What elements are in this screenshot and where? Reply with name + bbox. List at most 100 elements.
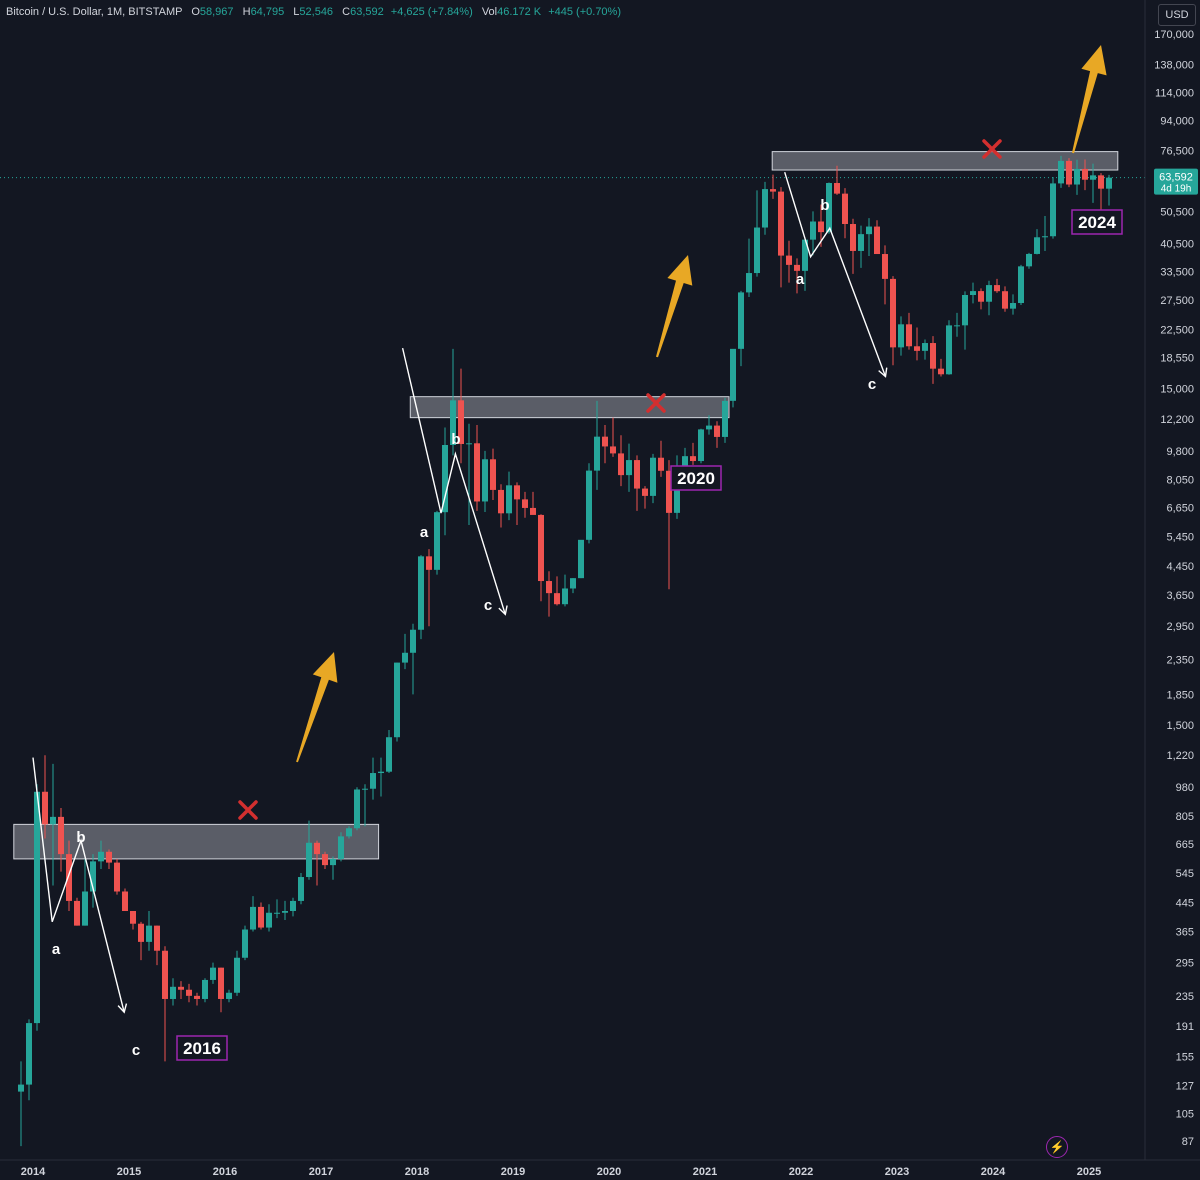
candle	[354, 787, 360, 831]
candle	[906, 312, 912, 350]
candle	[314, 840, 320, 886]
close-value: 63,592	[350, 6, 384, 18]
candle-body	[442, 445, 448, 513]
candle	[322, 851, 328, 869]
candle	[1090, 163, 1096, 203]
candle	[82, 858, 88, 926]
price-tick-label: 138,000	[1154, 59, 1194, 71]
candle-body	[242, 929, 248, 958]
time-tick-label: 2025	[1077, 1166, 1101, 1178]
candle-body	[42, 791, 48, 825]
candle	[466, 423, 472, 525]
price-tick-label: 4,450	[1166, 561, 1194, 573]
candle	[954, 312, 960, 337]
candle	[698, 428, 704, 464]
candles	[18, 155, 1112, 1147]
price-tick-label: 127	[1176, 1081, 1194, 1093]
candle	[546, 571, 552, 617]
candle-body	[570, 578, 576, 589]
candle-body	[26, 1023, 32, 1085]
candle-body	[354, 789, 360, 829]
price-tick-label: 295	[1176, 958, 1194, 970]
candle	[722, 397, 728, 443]
candle	[274, 899, 280, 919]
currency-button[interactable]: USD	[1158, 4, 1196, 26]
lightning-icon[interactable]: ⚡	[1046, 1136, 1068, 1158]
candle	[402, 633, 408, 670]
close-label: C	[342, 6, 351, 18]
candle-body	[282, 911, 288, 913]
abc-wave-line	[401, 347, 506, 615]
abc-wave-line	[784, 171, 887, 377]
candle-body	[858, 234, 864, 251]
candle	[978, 288, 984, 310]
time-tick-label: 2016	[213, 1166, 237, 1178]
candle	[386, 729, 392, 774]
candle-body	[906, 324, 912, 347]
candle	[146, 911, 152, 951]
candle	[1010, 294, 1016, 315]
candle-body	[826, 183, 832, 233]
cycle-year-label: 2020	[670, 465, 722, 491]
price-axis[interactable]: 170,000 138,000 114,000 94,000 76,500 50,500 4…	[1154, 29, 1194, 1148]
candle	[26, 1019, 32, 1101]
candle	[810, 211, 816, 256]
candle	[826, 182, 832, 234]
price-tick-label: 12,200	[1160, 414, 1194, 426]
candle-body	[674, 469, 680, 513]
time-tick-label: 2024	[981, 1166, 1006, 1178]
candle-body	[426, 556, 432, 570]
candle	[634, 455, 640, 511]
candle-body	[946, 325, 952, 375]
candle	[186, 983, 192, 1003]
rejection-cross-icon	[238, 800, 258, 820]
candle-body	[138, 923, 144, 942]
candle	[330, 856, 336, 880]
candle-body	[346, 828, 352, 837]
resistance-zone[interactable]	[409, 396, 730, 419]
candle	[946, 320, 952, 375]
candle-body	[474, 443, 480, 502]
candle-body	[522, 499, 528, 508]
candle-body	[162, 950, 168, 999]
candle-body	[514, 485, 520, 500]
candle-body	[1002, 291, 1008, 309]
candle-body	[890, 278, 896, 348]
cycle-label-box	[670, 465, 722, 491]
resistance-zone[interactable]	[771, 151, 1119, 171]
high-label: H	[242, 6, 251, 18]
price-tick-label: 33,500	[1160, 266, 1194, 278]
candle-body	[850, 224, 856, 251]
symbol-title[interactable]: Bitcoin / U.S. Dollar, 1M, BITSTAMP	[6, 6, 183, 18]
price-tick-label: 18,550	[1160, 353, 1194, 365]
candle-body	[554, 593, 560, 605]
candle-body	[66, 854, 72, 901]
candle-body	[1106, 177, 1112, 189]
wave-label: c	[132, 1042, 140, 1059]
price-tick-label: 94,000	[1160, 116, 1194, 128]
candle	[346, 826, 352, 839]
price-tick-label: 8,050	[1166, 475, 1194, 487]
annotation-overlays: a b c a b c a b c 2016 2020 2024	[52, 45, 1123, 1061]
candle-body	[490, 459, 496, 490]
price-tick-label: 6,650	[1166, 502, 1194, 514]
candle	[426, 549, 432, 627]
wave-arrowhead	[498, 605, 508, 616]
candle	[450, 348, 456, 456]
candle	[754, 190, 760, 277]
candle	[1098, 173, 1104, 216]
time-axis[interactable]: 2014 2015 2016 2017 2018 2019 2020 2021 2022 2023…	[21, 1166, 1101, 1178]
price-tick-label: 445	[1176, 898, 1194, 910]
candle	[570, 578, 576, 594]
price-tick-label: 5,450	[1166, 532, 1194, 544]
candle	[890, 276, 896, 366]
price-tick-label: 365	[1176, 927, 1194, 939]
wave-label: b	[76, 829, 85, 846]
wave-label: b	[820, 197, 829, 214]
candle-body	[714, 425, 720, 437]
open-value: 58,967	[199, 6, 234, 18]
candle-body	[914, 346, 920, 351]
